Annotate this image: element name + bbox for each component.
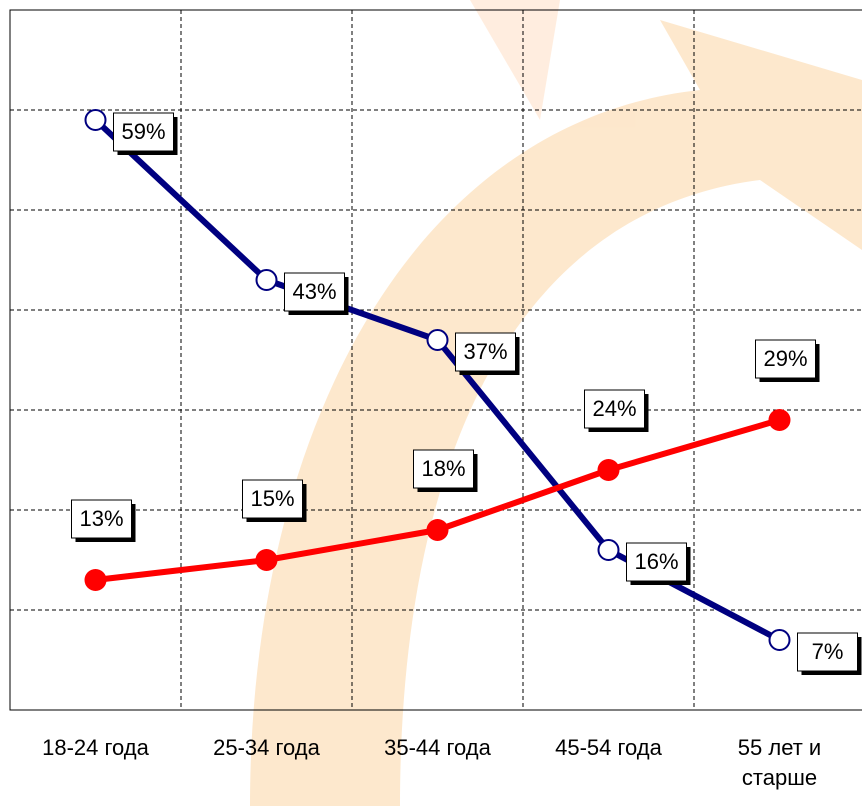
data-label-box: 37% — [455, 332, 520, 375]
data-label: 16% — [634, 549, 678, 574]
data-label-box: 29% — [755, 339, 820, 382]
x-tick-label: 18-24 года — [42, 735, 149, 760]
point-marker — [255, 549, 278, 571]
point-marker — [768, 629, 791, 651]
data-label: 59% — [121, 119, 165, 144]
label-bg — [755, 339, 816, 379]
data-label-box: 15% — [242, 479, 307, 522]
point-marker — [84, 569, 107, 591]
data-label-box: 43% — [284, 272, 349, 315]
data-label: 24% — [592, 396, 636, 421]
label-bg — [626, 542, 687, 582]
point-marker — [426, 329, 449, 351]
data-label: 37% — [463, 339, 507, 364]
label-bg — [113, 112, 174, 152]
data-label: 15% — [250, 486, 294, 511]
point-marker — [426, 519, 449, 541]
label-bg — [797, 632, 858, 672]
data-label: 13% — [79, 506, 123, 531]
data-label-box: 13% — [71, 499, 136, 542]
label-bg — [413, 449, 474, 489]
point-marker — [597, 459, 620, 481]
data-label-box: 7% — [797, 632, 862, 675]
point-marker — [768, 409, 791, 431]
background-arrow — [250, 0, 862, 806]
label-bg — [455, 332, 516, 372]
data-label-box: 18% — [413, 449, 478, 492]
point-marker — [84, 109, 107, 131]
data-label: 43% — [292, 279, 336, 304]
data-label-box: 59% — [113, 112, 178, 155]
label-bg — [242, 479, 303, 519]
x-tick-label: 55 лет и старше — [737, 735, 822, 790]
data-label: 18% — [421, 456, 465, 481]
label-bg — [284, 272, 345, 312]
x-tick-label: 35-44 года — [384, 735, 491, 760]
label-bg — [584, 389, 645, 429]
label-bg — [71, 499, 132, 539]
data-label: 7% — [812, 639, 844, 664]
data-label-box: 16% — [626, 542, 691, 585]
data-label-box: 24% — [584, 389, 649, 432]
x-tick-label: 25-34 года — [213, 735, 320, 760]
data-label: 29% — [763, 346, 807, 371]
point-marker — [597, 539, 620, 561]
point-marker — [255, 269, 278, 291]
x-tick-label: 45-54 года — [555, 735, 662, 760]
